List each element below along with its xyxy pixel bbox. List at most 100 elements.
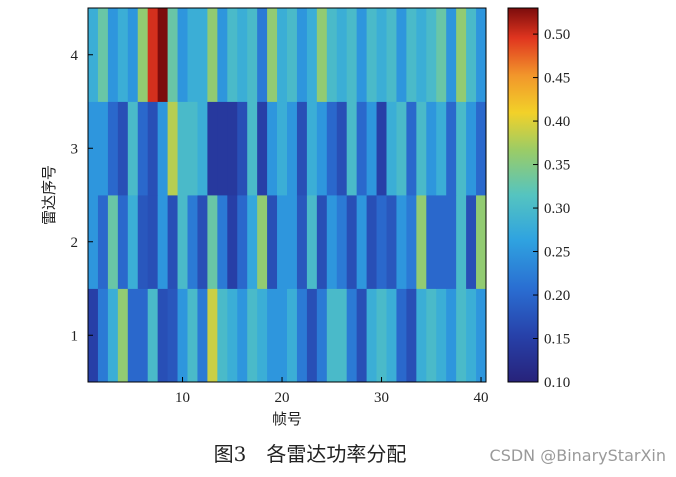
heatmap-cell (187, 288, 198, 383)
heatmap-cell (476, 8, 487, 102)
heatmap-cell (376, 101, 387, 196)
heatmap-cell (107, 101, 119, 196)
heatmap-cell (267, 195, 278, 289)
heatmap-cell (446, 8, 457, 102)
colorbar-tick-label: 0.15 (544, 332, 570, 348)
y-tick-label: 4 (71, 48, 79, 64)
heatmap-cell (237, 195, 248, 289)
heatmap-cell (306, 101, 318, 196)
heatmap-cell (446, 288, 457, 383)
heatmap-cell (137, 101, 149, 196)
heatmap-cell (127, 288, 139, 383)
y-axis-label: 雷达序号 (40, 165, 58, 225)
heatmap-cell (326, 288, 338, 383)
heatmap-cell (207, 8, 218, 102)
heatmap-cell (257, 8, 268, 102)
heatmap-cell (147, 195, 159, 289)
heatmap-cell (267, 288, 278, 383)
heatmap-cell (117, 8, 129, 102)
heatmap-cell (306, 195, 318, 289)
heatmap-cell (217, 8, 228, 102)
heatmap-cell (336, 101, 348, 196)
heatmap-cell (167, 101, 178, 196)
heatmap-cell (406, 195, 417, 289)
heatmap-cell (416, 195, 427, 289)
heatmap-cell (257, 288, 268, 383)
heatmap-cell (217, 288, 228, 383)
heatmap-cell (187, 8, 198, 102)
heatmap-cell (137, 288, 149, 383)
plot-frame (87, 7, 487, 383)
heatmap-cell (117, 288, 129, 383)
heatmap-cell (396, 101, 407, 196)
figure-caption: 图3 各雷达功率分配 (213, 442, 407, 466)
heatmap-cell (247, 288, 258, 383)
heatmap-cell (436, 8, 447, 102)
heatmap-cell (247, 8, 258, 102)
heatmap-cell (137, 8, 149, 102)
heatmap-cell (227, 195, 238, 289)
heatmap-cell (446, 101, 457, 196)
heatmap-cell (137, 195, 149, 289)
watermark: CSDN @BinaryStarXin (489, 446, 666, 465)
heatmap-cell (157, 8, 168, 102)
heatmap-cell (147, 101, 159, 196)
x-axis-ticks: 10 20 30 40 (175, 377, 489, 406)
heatmap-cell (237, 288, 248, 383)
heatmap-cell (316, 8, 328, 102)
heatmap-cell (396, 288, 407, 383)
heatmap-cell (426, 101, 437, 196)
heatmap-cell (187, 101, 198, 196)
heatmap-cell (207, 195, 218, 289)
heatmap-cell (107, 195, 119, 289)
heatmap-cell (197, 288, 208, 383)
heatmap-cell (127, 195, 139, 289)
heatmap-cell (127, 8, 139, 102)
heatmap-cell (287, 288, 298, 383)
heatmap-cell (287, 195, 298, 289)
colorbar-tick-label: 0.40 (544, 114, 570, 130)
heatmap-cell (386, 195, 397, 289)
y-tick-label: 3 (71, 141, 79, 157)
heatmap-cell (376, 288, 387, 383)
heatmap-cell (356, 195, 367, 289)
heatmap-cell (117, 195, 129, 289)
heatmap-cell (296, 8, 308, 102)
heatmap-cell (406, 288, 417, 383)
heatmap-cell (356, 288, 367, 383)
heatmap-cell (88, 8, 99, 102)
heatmap-cell (436, 195, 447, 289)
heatmap-cell (396, 8, 407, 102)
heatmap-cell (247, 195, 258, 289)
heatmap-cell (386, 288, 397, 383)
colorbar-tick-label: 0.50 (544, 27, 570, 43)
heatmap-cell (436, 288, 447, 383)
heatmap-cell (366, 288, 377, 383)
heatmap-cell (476, 101, 487, 196)
heatmap-cell (376, 195, 387, 289)
heatmap-cell (416, 101, 427, 196)
colorbar-tick-label: 0.25 (544, 245, 570, 261)
heatmap-cell (396, 195, 407, 289)
heatmap-cell (466, 288, 477, 383)
heatmap-cell (127, 101, 139, 196)
heatmap-cell (107, 288, 119, 383)
heatmap-cell (426, 195, 437, 289)
heatmap-cell (157, 195, 168, 289)
heatmap-cell (177, 195, 188, 289)
heatmap-cell (416, 288, 427, 383)
heatmap-cell (277, 288, 288, 383)
heatmap-cell (326, 195, 338, 289)
colorbar (507, 7, 539, 383)
heatmap-cell (147, 288, 159, 383)
heatmap-cell (356, 101, 367, 196)
heatmap-cell (237, 8, 248, 102)
heatmap-cell (316, 288, 328, 383)
heatmap-cell (167, 288, 178, 383)
heatmap-cell (157, 288, 168, 383)
heatmap-cell (227, 8, 238, 102)
heatmap-cell (466, 195, 477, 289)
heatmap-cell (207, 101, 218, 196)
heatmap-cell (456, 288, 467, 383)
